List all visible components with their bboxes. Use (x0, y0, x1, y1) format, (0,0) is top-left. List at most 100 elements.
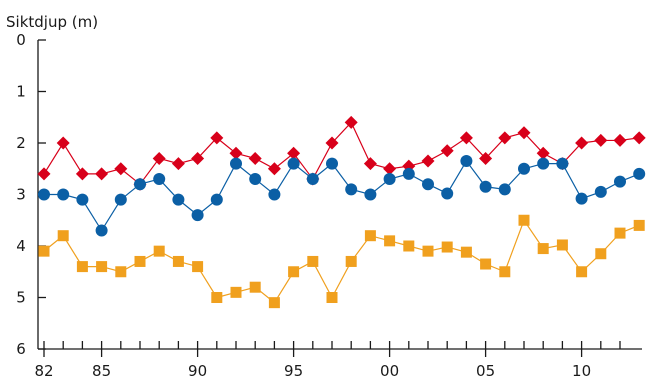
data-point (134, 178, 146, 191)
data-point (459, 131, 473, 145)
data-point (192, 261, 204, 273)
data-point (115, 266, 127, 278)
data-point (480, 258, 492, 270)
data-point (210, 193, 223, 206)
x-tick-label: 00 (380, 362, 399, 380)
data-point (556, 157, 569, 170)
data-point (287, 157, 300, 170)
data-point (249, 173, 262, 186)
data-point (326, 157, 338, 170)
x-tick-label: 90 (188, 362, 207, 380)
data-point (172, 193, 185, 206)
data-point (383, 173, 396, 186)
data-point (57, 188, 70, 201)
data-point (210, 131, 224, 145)
data-point (384, 235, 396, 247)
data-point (575, 192, 588, 205)
data-point (422, 245, 434, 257)
data-point (403, 240, 415, 252)
data-point (57, 230, 69, 242)
data-point (153, 245, 165, 257)
data-point (249, 281, 261, 293)
y-tick-label: 3 (16, 186, 26, 204)
data-point (38, 188, 50, 201)
data-point (345, 183, 358, 196)
data-point (75, 167, 89, 181)
series-square (38, 214, 645, 309)
data-point (344, 115, 358, 129)
data-point (306, 173, 319, 186)
y-axis-title: Siktdjup (m) (6, 13, 98, 31)
data-point (479, 180, 492, 193)
data-point (38, 245, 50, 257)
data-point (594, 185, 607, 198)
data-point (230, 157, 242, 170)
data-point (460, 155, 473, 168)
data-point (325, 136, 339, 150)
data-point (595, 248, 607, 260)
data-point (575, 136, 589, 150)
data-point (230, 286, 242, 298)
data-point (614, 175, 626, 188)
data-point (613, 133, 627, 147)
y-tick-label: 2 (16, 134, 26, 152)
data-point (267, 162, 281, 176)
y-tick-label: 4 (16, 237, 26, 255)
data-point (191, 151, 205, 165)
data-point (441, 241, 453, 253)
y-tick-label: 0 (16, 31, 26, 49)
data-point (518, 162, 530, 175)
data-point (37, 167, 51, 181)
data-point (229, 146, 243, 160)
data-point (76, 261, 88, 273)
data-point (498, 183, 511, 196)
x-tick-label: 95 (284, 362, 303, 380)
data-point (614, 227, 626, 239)
data-point (518, 214, 530, 226)
data-point (440, 144, 454, 158)
data-point (134, 255, 146, 267)
data-point (499, 266, 511, 278)
y-tick-label: 6 (16, 340, 26, 358)
y-tick-label: 5 (16, 289, 26, 307)
data-point (307, 255, 319, 267)
data-point (114, 162, 128, 176)
data-point (364, 230, 376, 242)
data-point (56, 136, 70, 150)
data-point (345, 255, 357, 267)
x-tick-label: 82 (34, 362, 53, 380)
series-line (44, 159, 640, 232)
data-point (171, 157, 185, 171)
series-diamond (37, 115, 646, 191)
y-tick-label: 1 (16, 83, 26, 101)
data-point (536, 146, 550, 160)
series-circle (38, 155, 646, 237)
data-point (537, 157, 550, 170)
x-tick-label: 05 (476, 362, 495, 380)
y-axis-ticks: 0 1 2 3 4 5 6 (16, 31, 46, 358)
data-point (383, 162, 397, 176)
data-point (95, 224, 108, 237)
data-point (556, 239, 568, 251)
data-point (537, 243, 549, 255)
data-point (152, 151, 166, 165)
data-point (421, 154, 435, 168)
data-point (96, 261, 108, 273)
data-point (326, 292, 338, 303)
data-point (460, 246, 472, 258)
data-point (498, 131, 512, 145)
data-point (364, 188, 377, 201)
data-point (268, 297, 280, 309)
data-point (576, 266, 588, 278)
data-point (633, 219, 645, 231)
data-point (268, 188, 281, 201)
data-point (287, 146, 301, 160)
data-point (517, 126, 531, 140)
data-point (363, 157, 377, 171)
data-point (479, 151, 493, 165)
data-point (422, 178, 434, 191)
series-line (43, 121, 640, 186)
data-point (441, 187, 454, 200)
series-line (43, 218, 640, 304)
data-point (95, 167, 109, 181)
